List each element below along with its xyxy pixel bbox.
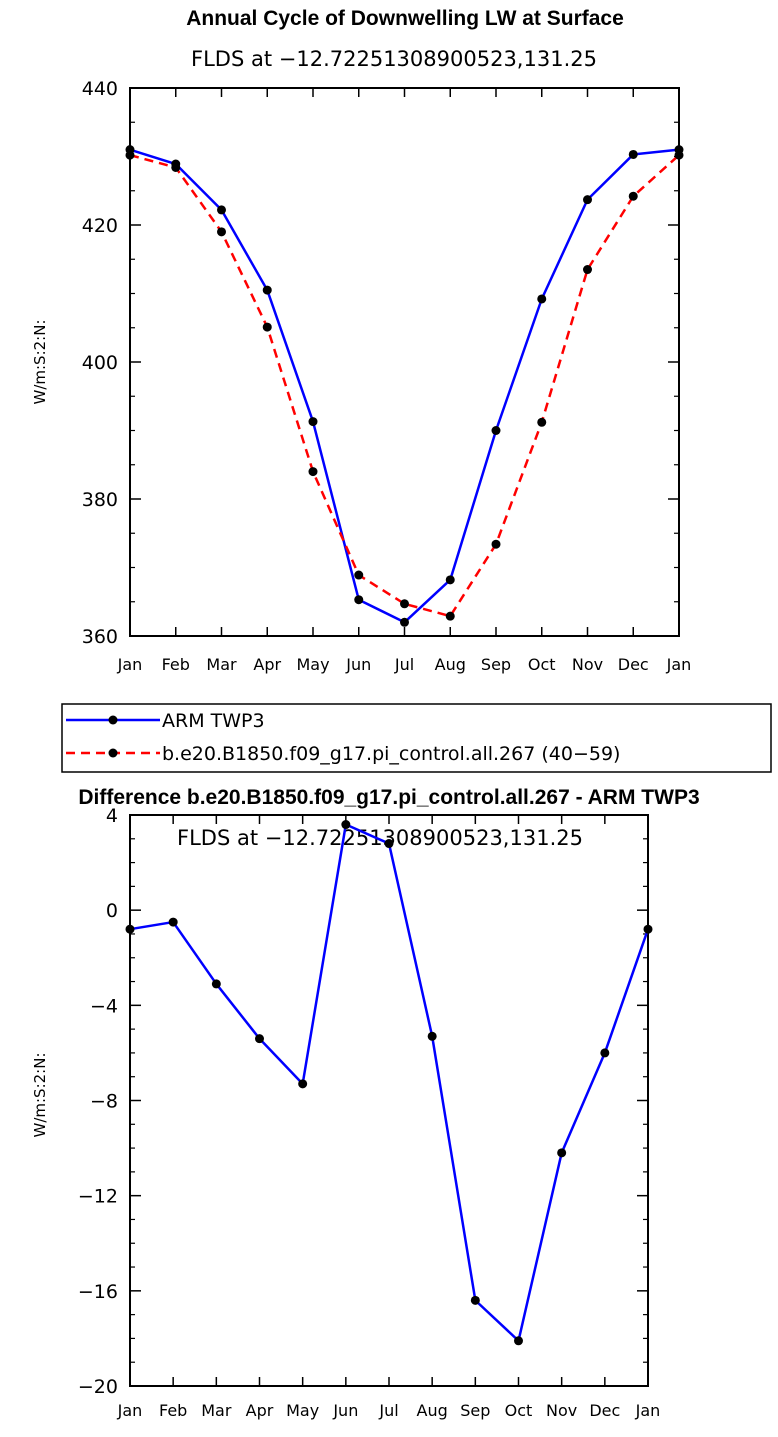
data-point-0 xyxy=(491,426,501,435)
data-point-1 xyxy=(445,611,455,621)
y-tick-label: 0 xyxy=(106,900,118,922)
x-tick-label: Mar xyxy=(201,1401,232,1420)
data-point-1 xyxy=(674,150,684,160)
plot-frame xyxy=(129,814,649,1387)
data-point-0 xyxy=(557,1148,567,1158)
legend-marker-model xyxy=(108,748,118,758)
y-tick-label: 4 xyxy=(106,805,118,827)
x-tick-label: Jul xyxy=(378,1401,398,1420)
data-point-0 xyxy=(600,1048,610,1058)
legend-box xyxy=(61,703,772,773)
data-point-1 xyxy=(400,599,409,609)
data-point-0 xyxy=(514,1336,523,1346)
series-line-1 xyxy=(129,153,680,618)
legend-label-model: b.e20.B1850.f09_g17.pi_control.all.267 (… xyxy=(162,743,620,765)
x-tick-label: Jun xyxy=(345,655,371,674)
y-tick-label: 360 xyxy=(82,626,118,648)
y-tick-label: −20 xyxy=(78,1376,118,1398)
data-point-1 xyxy=(262,322,272,332)
chart1-ylabel: W/m:S:2:N: xyxy=(31,320,49,405)
x-tick-label: Jan xyxy=(635,1401,661,1420)
x-tick-label: Mar xyxy=(206,655,237,674)
chart2-ylabel: W/m:S:2:N: xyxy=(31,1053,49,1138)
data-point-0 xyxy=(308,417,318,427)
x-tick-label: Jan xyxy=(666,655,692,674)
x-tick-label: Jul xyxy=(394,655,414,674)
chart2-title: Difference b.e20.B1850.f09_g17.pi_contro… xyxy=(78,786,699,809)
series-line-0 xyxy=(129,823,650,1343)
y-tick-label: −4 xyxy=(90,995,118,1017)
x-tick-label: Jan xyxy=(117,1401,143,1420)
y-tick-label: 380 xyxy=(82,489,118,511)
data-point-1 xyxy=(217,227,226,237)
data-point-0 xyxy=(255,1034,264,1044)
data-point-0 xyxy=(211,979,221,989)
x-tick-label: Sep xyxy=(481,655,511,674)
x-tick-label: Sep xyxy=(460,1401,490,1420)
y-tick-label: −12 xyxy=(78,1186,118,1208)
data-point-0 xyxy=(643,924,653,934)
data-point-1 xyxy=(491,539,501,549)
x-tick-label: Apr xyxy=(246,1401,274,1420)
y-tick-label: −16 xyxy=(78,1281,118,1303)
data-point-1 xyxy=(628,191,638,201)
data-point-0 xyxy=(354,595,364,605)
x-tick-label: Nov xyxy=(572,655,603,674)
data-point-0 xyxy=(427,1031,437,1041)
data-point-0 xyxy=(583,195,592,205)
data-point-1 xyxy=(537,417,547,427)
plot-frame xyxy=(129,87,680,637)
y-tick-label: 440 xyxy=(82,78,118,100)
chart1-plot: Jan Feb Mar Apr May Jun Jul Aug Sep Oct Nov Dec Jan 3… xyxy=(82,78,692,674)
data-point-1 xyxy=(583,265,592,275)
data-point-0 xyxy=(298,1079,308,1089)
x-tick-label: Apr xyxy=(253,655,281,674)
data-point-0 xyxy=(125,924,135,934)
x-tick-label: Nov xyxy=(546,1401,577,1420)
y-tick-label: 420 xyxy=(82,215,118,237)
x-tick-label: Jun xyxy=(332,1401,358,1420)
x-tick-label: Feb xyxy=(162,655,190,674)
data-point-0 xyxy=(470,1295,480,1305)
data-point-0 xyxy=(341,820,351,830)
data-point-0 xyxy=(168,917,178,927)
chart1-title: Annual Cycle of Downwelling LW at Surfac… xyxy=(186,7,624,30)
chart1-legend: ARM TWP3 b.e20.B1850.f09_g17.pi_control.… xyxy=(61,703,772,773)
x-tick-label: May xyxy=(296,655,329,674)
x-tick-label: May xyxy=(286,1401,319,1420)
data-point-0 xyxy=(445,575,455,585)
chart1-subtitle: FLDS at −12.72251308900523,131.25 xyxy=(191,47,597,71)
chart2-plot: Jan Feb Mar Apr May Jun Jul Aug Sep Oct Nov Dec Jan −… xyxy=(78,805,660,1420)
data-point-0 xyxy=(537,294,547,304)
x-tick-label: Aug xyxy=(435,655,466,674)
x-tick-label: Feb xyxy=(159,1401,187,1420)
data-point-1 xyxy=(354,570,364,580)
x-tick-label: Dec xyxy=(589,1401,620,1420)
chart2-subtitle: FLDS at −12.72251308900523,131.25 xyxy=(177,826,583,850)
data-point-1 xyxy=(171,162,181,172)
data-point-1 xyxy=(125,150,135,160)
x-tick-label: Oct xyxy=(528,655,556,674)
data-point-0 xyxy=(384,839,394,849)
data-point-0 xyxy=(217,205,226,215)
y-tick-label: 400 xyxy=(82,352,118,374)
data-point-0 xyxy=(262,285,272,295)
data-point-0 xyxy=(628,149,638,159)
x-tick-label: Oct xyxy=(505,1401,533,1420)
y-tick-label: −8 xyxy=(90,1091,118,1113)
data-point-0 xyxy=(400,617,409,627)
x-tick-label: Jan xyxy=(117,655,143,674)
x-tick-label: Dec xyxy=(618,655,649,674)
legend-label-arm: ARM TWP3 xyxy=(162,710,265,732)
legend-marker-arm xyxy=(108,715,118,725)
data-point-1 xyxy=(308,467,318,477)
x-tick-label: Aug xyxy=(417,1401,448,1420)
